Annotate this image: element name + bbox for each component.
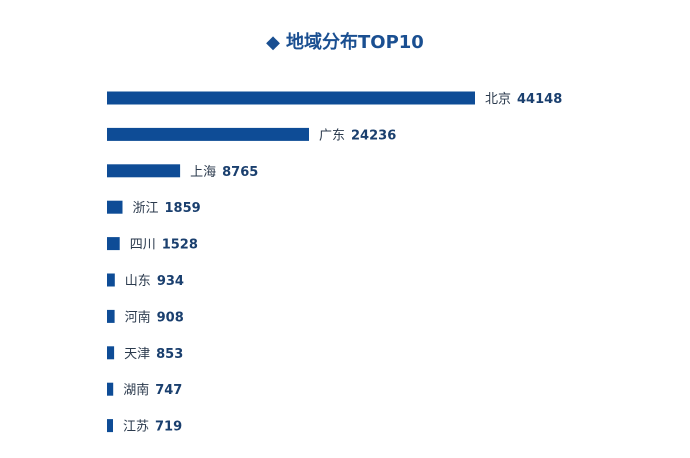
category-label: 浙江 bbox=[133, 201, 159, 216]
bar-label-8: 湖南 747 bbox=[123, 382, 182, 398]
category-label: 北京 bbox=[485, 92, 511, 107]
bar-1 bbox=[107, 127, 309, 141]
category-label: 河南 bbox=[125, 309, 151, 325]
chart-title-text: 地域分布TOP10 bbox=[286, 32, 424, 53]
category-label: 广东 bbox=[319, 128, 345, 143]
bar-label-6: 河南 908 bbox=[125, 309, 184, 325]
value-label: 24236 bbox=[351, 128, 396, 143]
category-label: 湖南 bbox=[123, 382, 149, 398]
bar-label-7: 天津 853 bbox=[124, 347, 183, 362]
value-label: 934 bbox=[157, 274, 184, 289]
value-label: 8765 bbox=[222, 165, 258, 180]
value-label: 747 bbox=[155, 383, 182, 398]
bar-label-4: 四川 1528 bbox=[130, 238, 198, 253]
bar-label-3: 浙江 1859 bbox=[133, 201, 201, 216]
category-label: 天津 bbox=[124, 347, 150, 362]
bar-8 bbox=[107, 382, 114, 396]
bar-label-9: 江苏 719 bbox=[123, 419, 182, 435]
category-label: 上海 bbox=[190, 165, 216, 180]
category-label: 江苏 bbox=[123, 419, 149, 435]
bar-6 bbox=[107, 309, 115, 323]
bar-7 bbox=[107, 346, 115, 360]
category-label: 四川 bbox=[130, 238, 156, 253]
value-label: 1528 bbox=[162, 238, 198, 253]
bar-label-5: 山东 934 bbox=[125, 274, 184, 289]
bar-4 bbox=[107, 237, 120, 251]
value-label: 719 bbox=[155, 420, 182, 435]
value-label: 853 bbox=[156, 347, 183, 362]
bar-label-2: 上海 8765 bbox=[190, 165, 258, 180]
value-label: 908 bbox=[157, 310, 184, 325]
bar-5 bbox=[107, 273, 115, 287]
value-label: 1859 bbox=[165, 201, 201, 216]
bar-0 bbox=[107, 91, 475, 105]
value-label: 44148 bbox=[517, 92, 562, 107]
bar-label-1: 广东 24236 bbox=[319, 128, 396, 143]
chart-title: ◆ 地域分布TOP10 bbox=[0, 31, 690, 55]
diamond-icon: ◆ bbox=[266, 32, 280, 53]
bar-9 bbox=[107, 419, 113, 433]
bar-2 bbox=[107, 164, 181, 178]
category-label: 山东 bbox=[125, 274, 151, 289]
bar-3 bbox=[107, 200, 123, 214]
bar-label-0: 北京 44148 bbox=[485, 92, 562, 107]
